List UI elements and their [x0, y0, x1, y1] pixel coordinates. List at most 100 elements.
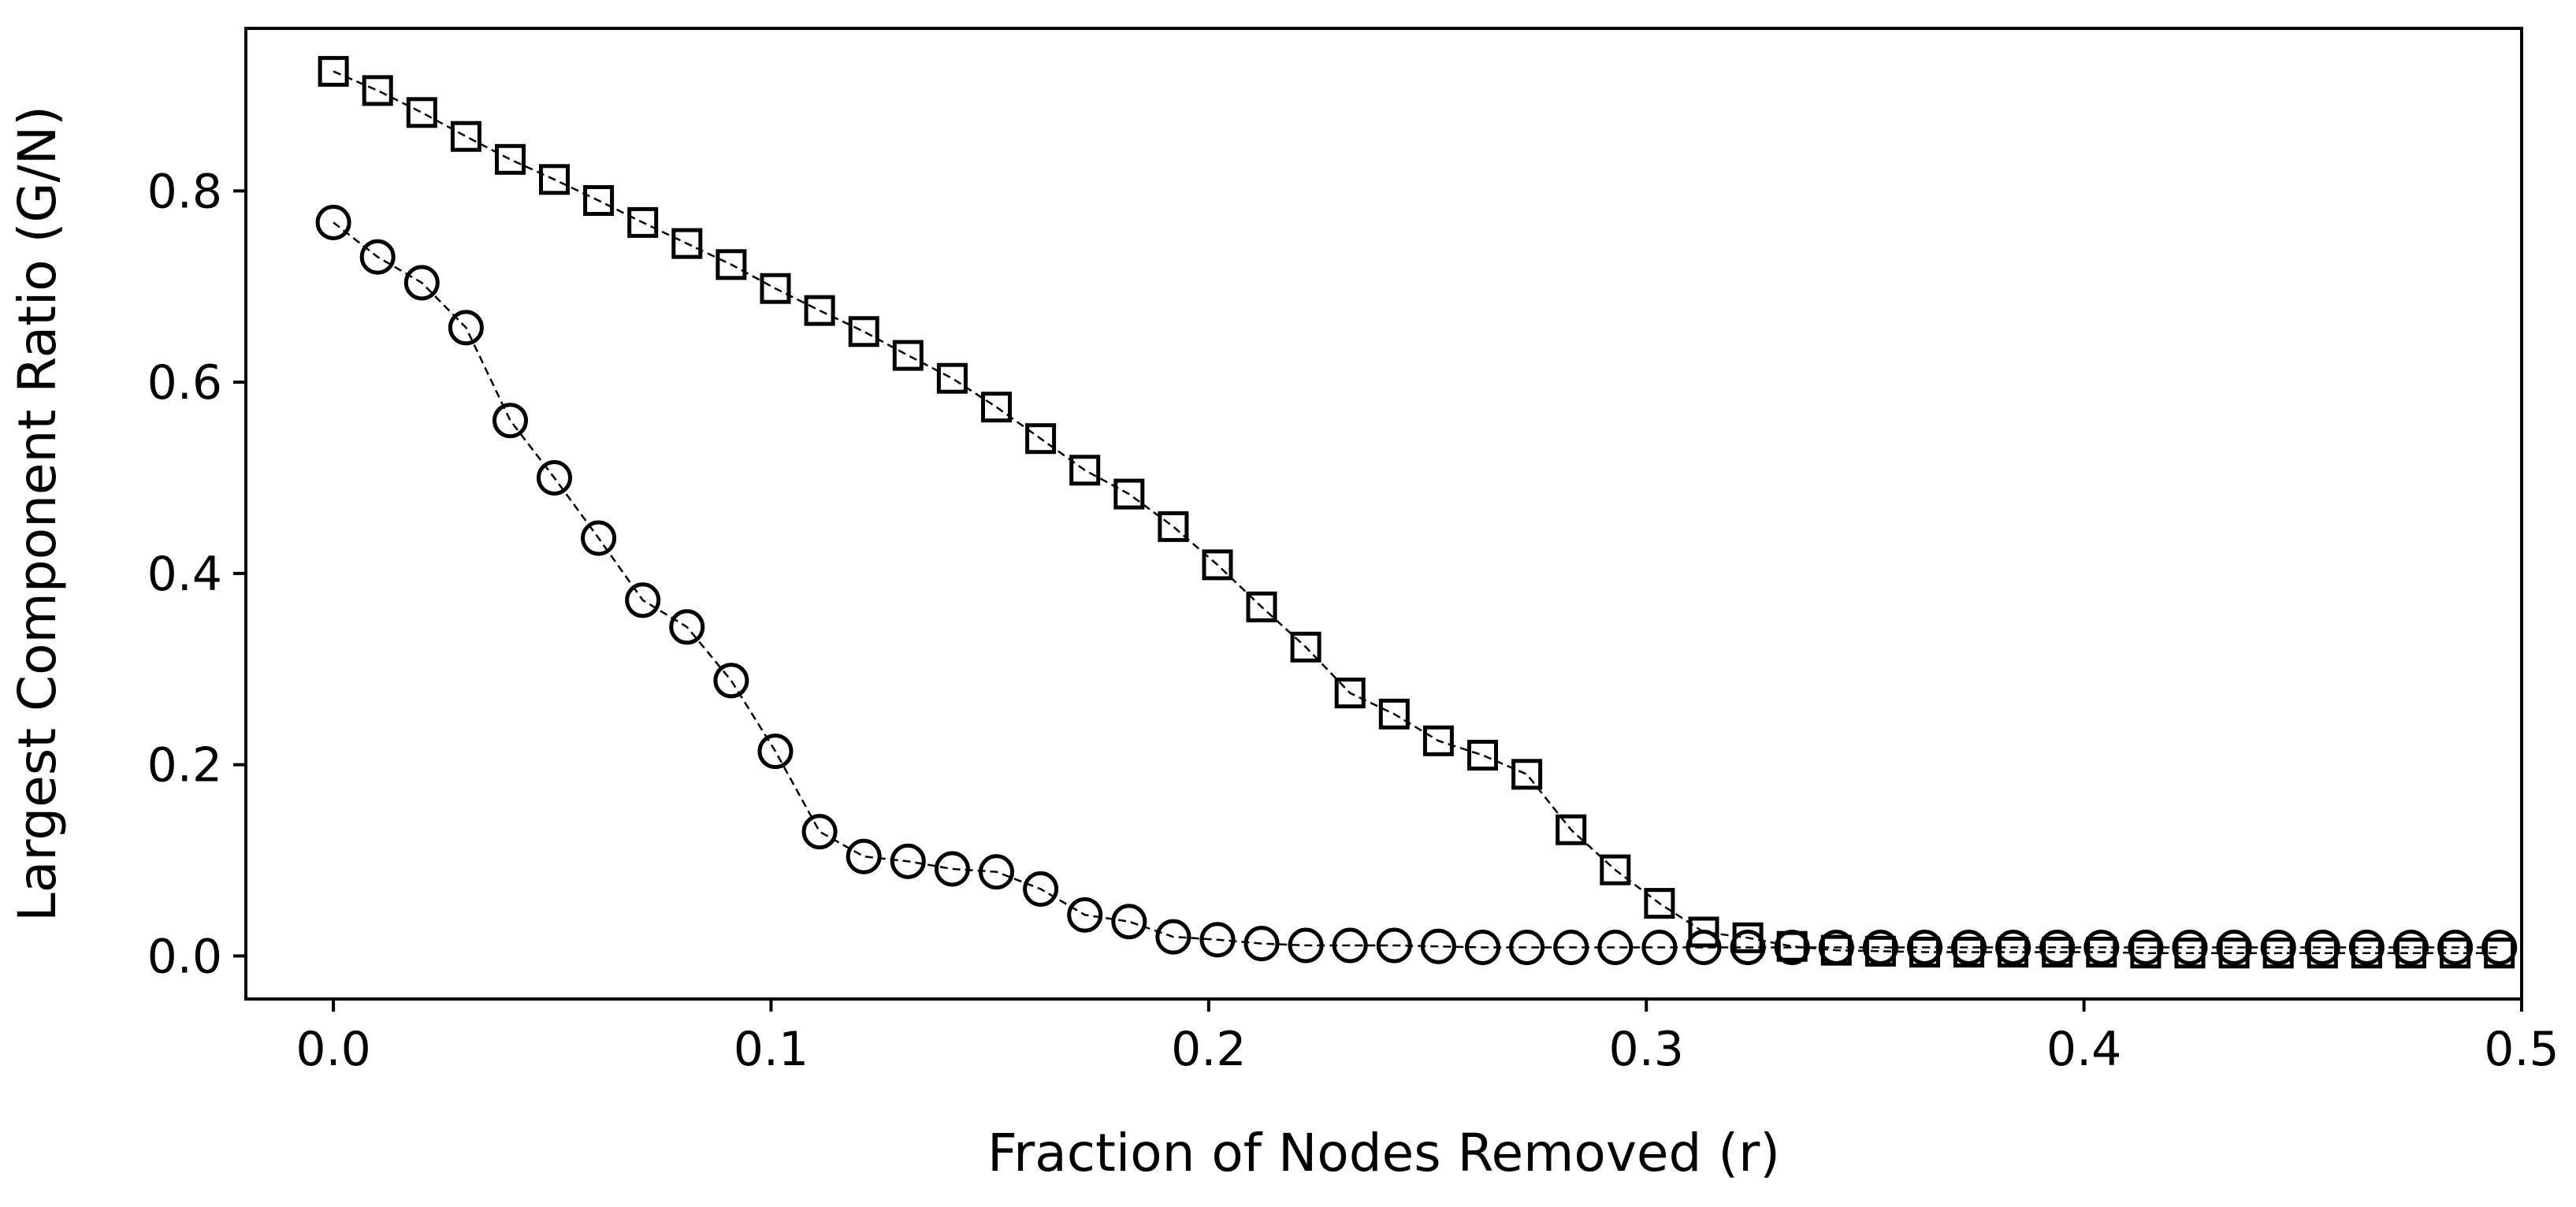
- y-tick-label: 0.2: [147, 738, 222, 793]
- series-1-point: [1378, 698, 1410, 730]
- series-2-point: [979, 854, 1014, 890]
- series-2-point: [2216, 930, 2252, 965]
- series-1-point: [804, 295, 835, 326]
- series-2-point: [1951, 930, 1987, 965]
- series-2-point: [1332, 927, 1368, 964]
- y-tick-label: 0.6: [147, 355, 222, 410]
- x-tick-label: 0.3: [1609, 1022, 1684, 1077]
- series-2-point: [1111, 904, 1147, 940]
- series-2-point: [625, 582, 661, 618]
- series-2-point: [2260, 930, 2296, 965]
- series-1-point: [1688, 916, 1719, 948]
- series-2-point: [581, 520, 617, 556]
- series-2-point: [2481, 930, 2518, 965]
- y-tick-label: 0.8: [147, 164, 222, 219]
- series-2-point: [757, 733, 794, 770]
- series-2-point: [713, 663, 749, 699]
- series-2-point: [2393, 930, 2429, 965]
- series-1-point: [1556, 814, 1587, 845]
- series-2-point: [1067, 897, 1103, 933]
- series-1-point: [936, 362, 968, 394]
- series-2-point: [1597, 930, 1634, 965]
- series-2-point: [403, 265, 440, 301]
- y-axis-label: Largest Component Ratio (G/N): [7, 106, 68, 922]
- series-1-point: [318, 56, 349, 87]
- series-2-point: [1199, 922, 1236, 958]
- series-2-point: [1376, 927, 1412, 964]
- series-1-point: [716, 249, 747, 280]
- series-2-point: [1730, 930, 1766, 965]
- series-2-point: [537, 460, 572, 496]
- series-1-point: [627, 206, 659, 238]
- series-2-point: [2348, 930, 2385, 965]
- series-2-point: [1686, 930, 1722, 965]
- series-1-point: [1246, 591, 1277, 622]
- series-2-point: [2304, 930, 2340, 965]
- plot-frame: [244, 27, 2523, 1001]
- series-1-point: [981, 392, 1012, 423]
- series-1-point: [1069, 455, 1101, 486]
- series-2-point: [448, 310, 484, 346]
- series-2-point: [1907, 930, 1942, 965]
- x-tick-label: 0.5: [2484, 1022, 2559, 1077]
- series-1-point: [848, 316, 879, 347]
- series-2-point: [1023, 871, 1059, 907]
- series-1-point: [583, 185, 615, 216]
- series-1-point: [362, 75, 393, 106]
- series-2-point: [890, 843, 926, 879]
- series-2-point: [2039, 930, 2076, 965]
- series-2-point: [2083, 930, 2120, 965]
- y-tick-label: 0.4: [147, 547, 222, 602]
- series-2-point: [1155, 919, 1191, 955]
- series-2-point: [669, 609, 705, 645]
- series-2-point: [1420, 928, 1456, 964]
- series-1-point: [892, 340, 924, 371]
- series-1-point: [760, 273, 791, 304]
- series-2-point: [1553, 930, 1589, 965]
- series-1-point: [1202, 549, 1233, 581]
- series-2-point: [1862, 930, 1898, 965]
- series-1-point: [1467, 740, 1498, 771]
- series-1-point: [1422, 725, 1454, 756]
- series-2-point: [2128, 930, 2164, 965]
- series-2-point: [2437, 930, 2474, 965]
- series-2-point: [801, 814, 838, 850]
- x-tick-label: 0.2: [1171, 1022, 1246, 1077]
- series-1-point: [1644, 888, 1675, 919]
- series-1-point: [1600, 854, 1631, 886]
- series-1-point: [1290, 631, 1321, 663]
- series-2-point: [934, 851, 970, 887]
- series-2-point: [315, 204, 351, 240]
- series-2-point: [1818, 930, 1854, 965]
- series-1-point: [450, 121, 481, 152]
- series-2-point: [1465, 930, 1500, 965]
- series-1-point: [1334, 678, 1366, 709]
- series-2-point: [846, 838, 882, 875]
- x-tick-label: 0.4: [2046, 1022, 2121, 1077]
- series-1-line: [333, 70, 2500, 954]
- series-2-point: [1509, 930, 1545, 965]
- series-2-point: [493, 403, 528, 439]
- series-2-line: [333, 221, 2500, 949]
- series-2-point: [1641, 930, 1678, 965]
- series-1-point: [1113, 478, 1145, 510]
- series-2-point: [359, 239, 396, 275]
- series-1-point: [406, 97, 437, 128]
- series-1-point: [1511, 759, 1543, 790]
- y-tick-label: 0.0: [147, 929, 222, 984]
- series-1-point: [495, 143, 526, 175]
- series-1-point: [1025, 423, 1057, 455]
- series-1-point: [671, 228, 703, 259]
- series-2-point: [2172, 930, 2208, 965]
- series-2-point: [1288, 927, 1324, 964]
- x-tick-label: 0.0: [296, 1022, 370, 1077]
- series-1-point: [1158, 511, 1189, 542]
- series-2-point: [1243, 926, 1280, 962]
- series-2-point: [1774, 930, 1810, 965]
- x-tick-label: 0.1: [734, 1022, 808, 1077]
- series-1-point: [539, 164, 570, 195]
- x-axis-label: Fraction of Nodes Removed (r): [987, 1123, 1780, 1183]
- series-2-point: [1995, 930, 2031, 965]
